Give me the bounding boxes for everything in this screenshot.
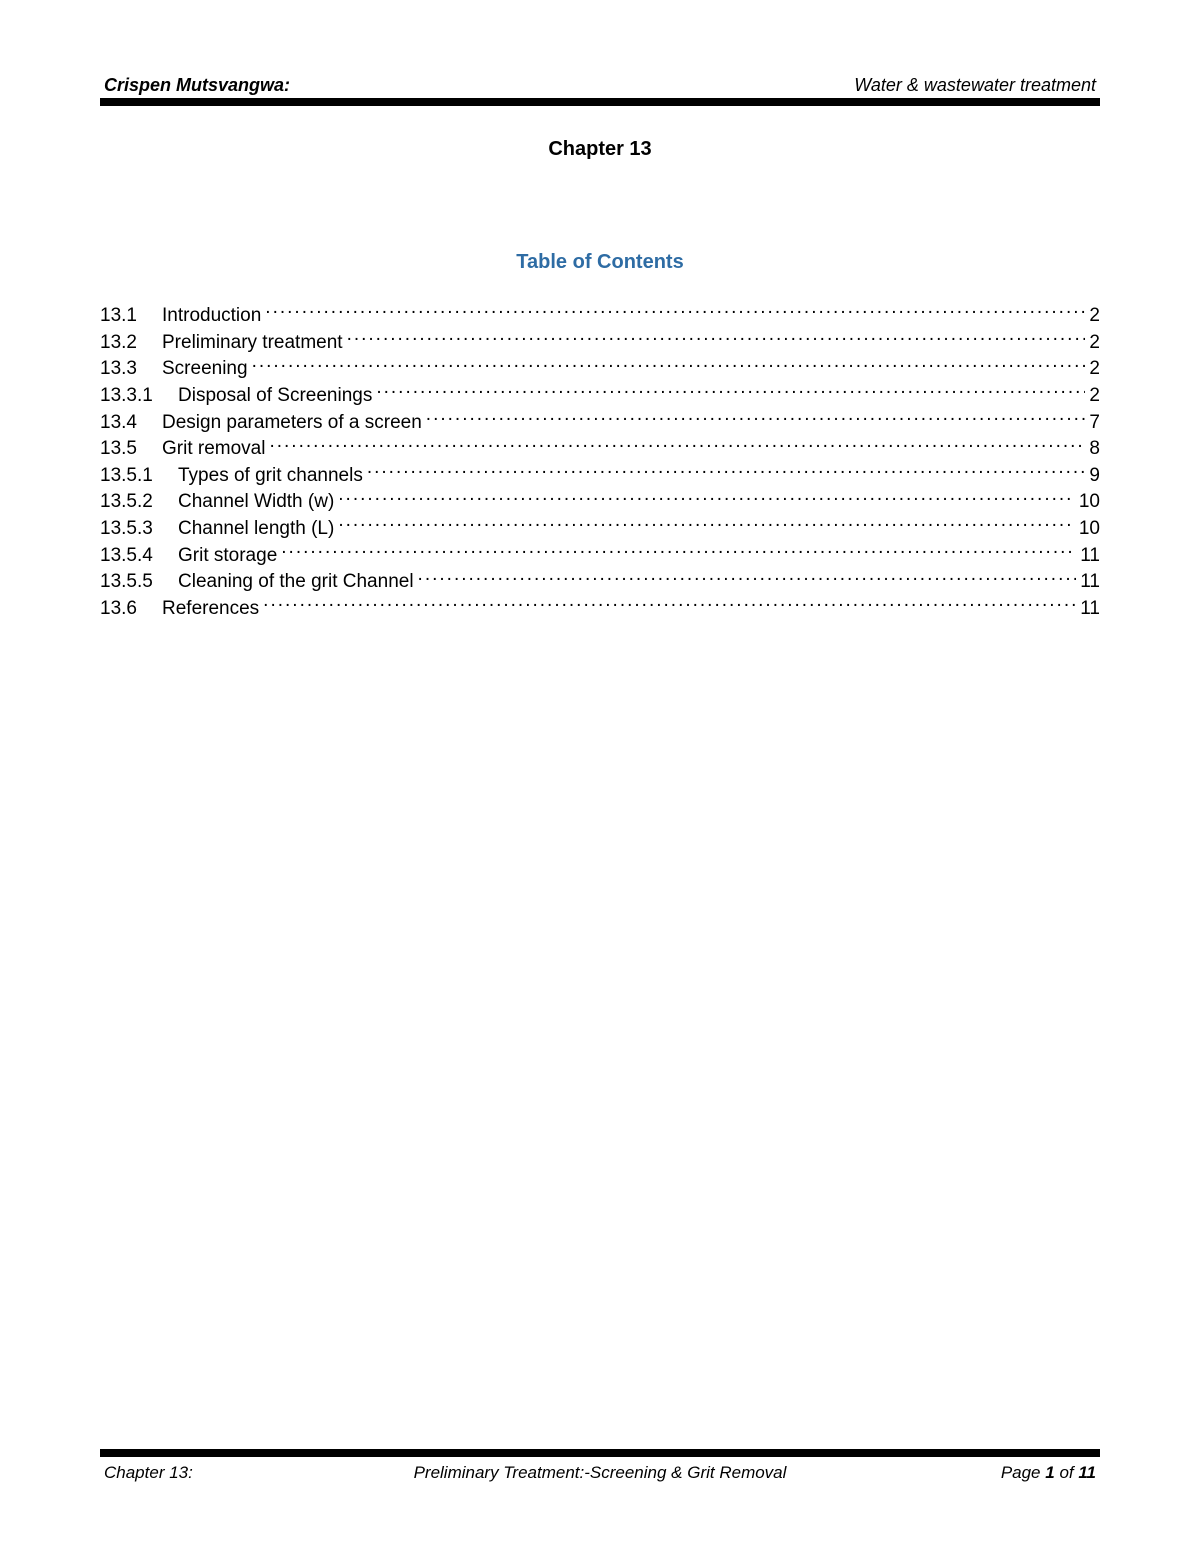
toc-row: 13.5.3Channel length (L) 10 <box>100 515 1100 542</box>
toc-entry-number: 13.5.3 <box>100 516 178 542</box>
toc-leader-dots <box>252 355 1086 374</box>
toc-leader-dots <box>418 568 1077 587</box>
toc-entry-page: 2 <box>1085 330 1100 356</box>
toc-entry-number: 13.6 <box>100 596 162 622</box>
toc-leader-dots <box>263 595 1076 614</box>
toc-row: 13.6References 11 <box>100 595 1100 622</box>
toc-row: 13.5Grit removal 8 <box>100 435 1100 462</box>
toc-list: 13.1Introduction213.2Preliminary treatme… <box>100 302 1100 622</box>
toc-entry-page: 2 <box>1085 356 1100 382</box>
toc-entry-number: 13.5.4 <box>100 543 178 569</box>
toc-entry-label: Disposal of Screenings <box>178 383 376 409</box>
toc-entry-number: 13.5.5 <box>100 569 178 595</box>
toc-leader-dots <box>265 302 1085 321</box>
toc-entry-label: Cleaning of the grit Channel <box>178 569 418 595</box>
toc-entry-number: 13.1 <box>100 303 162 329</box>
toc-leader-dots <box>338 515 1075 534</box>
toc-row: 13.5.4Grit storage 11 <box>100 542 1100 569</box>
running-header: Crispen Mutsvangwa: Water & wastewater t… <box>100 75 1100 98</box>
toc-entry-number: 13.3 <box>100 356 162 382</box>
header-subject: Water & wastewater treatment <box>854 75 1096 96</box>
toc-entry-label: Screening <box>162 356 252 382</box>
toc-row: 13.5.5Cleaning of the grit Channel 11 <box>100 568 1100 595</box>
footer-line: Chapter 13: Preliminary Treatment:-Scree… <box>100 1463 1100 1483</box>
toc-entry-label: Introduction <box>162 303 265 329</box>
toc-leader-dots <box>338 488 1075 507</box>
footer-center: Preliminary Treatment:-Screening & Grit … <box>100 1463 1100 1483</box>
toc-row: 13.3.1Disposal of Screenings 2 <box>100 382 1100 409</box>
toc-row: 13.5.2Channel Width (w) 10 <box>100 488 1100 515</box>
page-content: Crispen Mutsvangwa: Water & wastewater t… <box>100 75 1100 1453</box>
toc-leader-dots <box>281 542 1076 561</box>
toc-entry-number: 13.5.1 <box>100 463 178 489</box>
toc-leader-dots <box>367 462 1086 481</box>
toc-entry-page: 8 <box>1085 436 1100 462</box>
toc-entry-number: 13.5 <box>100 436 162 462</box>
toc-entry-page: 10 <box>1075 489 1100 515</box>
toc-entry-page: 11 <box>1076 569 1100 595</box>
toc-leader-dots <box>376 382 1085 401</box>
toc-entry-page: 11 <box>1076 543 1100 569</box>
toc-entry-label: Grit removal <box>162 436 269 462</box>
toc-entry-label: References <box>162 596 263 622</box>
footer-rule <box>100 1449 1100 1457</box>
toc-row: 13.5.1Types of grit channels 9 <box>100 462 1100 489</box>
toc-entry-number: 13.4 <box>100 410 162 436</box>
header-author: Crispen Mutsvangwa: <box>104 75 290 96</box>
toc-entry-page: 2 <box>1085 383 1100 409</box>
chapter-title: Chapter 13 <box>100 138 1100 161</box>
toc-row: 13.4Design parameters of a screen 7 <box>100 409 1100 436</box>
toc-leader-dots <box>269 435 1085 454</box>
toc-entry-label: Preliminary treatment <box>162 330 347 356</box>
toc-row: 13.1Introduction 2 <box>100 302 1100 329</box>
header-rule <box>100 98 1100 106</box>
toc-entry-label: Grit storage <box>178 543 281 569</box>
toc-heading: Table of Contents <box>100 251 1100 274</box>
toc-entry-label: Types of grit channels <box>178 463 367 489</box>
toc-entry-number: 13.5.2 <box>100 489 178 515</box>
running-footer: Chapter 13: Preliminary Treatment:-Scree… <box>100 1449 1100 1483</box>
toc-entry-number: 13.3.1 <box>100 383 178 409</box>
toc-entry-page: 2 <box>1085 303 1100 329</box>
toc-entry-number: 13.2 <box>100 330 162 356</box>
toc-row: 13.3Screening 2 <box>100 355 1100 382</box>
toc-entry-label: Channel length (L) <box>178 516 338 542</box>
toc-row: 13.2Preliminary treatment 2 <box>100 329 1100 356</box>
toc-entry-page: 7 <box>1085 410 1100 436</box>
toc-entry-label: Design parameters of a screen <box>162 410 426 436</box>
toc-leader-dots <box>426 409 1086 428</box>
toc-leader-dots <box>347 329 1086 348</box>
toc-entry-page: 10 <box>1075 516 1100 542</box>
toc-entry-page: 9 <box>1085 463 1100 489</box>
toc-entry-label: Channel Width (w) <box>178 489 338 515</box>
toc-entry-page: 11 <box>1076 596 1100 622</box>
